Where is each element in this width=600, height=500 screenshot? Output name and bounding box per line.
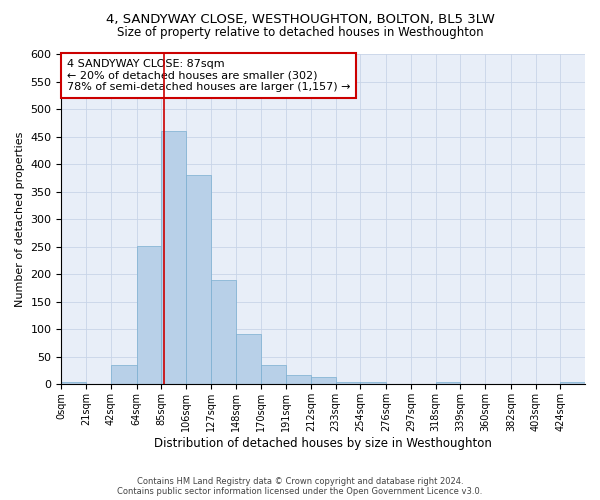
Text: 4, SANDYWAY CLOSE, WESTHOUGHTON, BOLTON, BL5 3LW: 4, SANDYWAY CLOSE, WESTHOUGHTON, BOLTON,…	[106, 12, 494, 26]
Bar	[560, 382, 585, 384]
Text: Size of property relative to detached houses in Westhoughton: Size of property relative to detached ho…	[116, 26, 484, 39]
Text: Contains HM Land Registry data © Crown copyright and database right 2024.
Contai: Contains HM Land Registry data © Crown c…	[118, 476, 482, 496]
Bar	[436, 382, 460, 384]
Bar	[286, 374, 311, 384]
Bar	[186, 175, 211, 384]
Bar	[311, 376, 335, 384]
Bar	[111, 365, 137, 384]
Text: 4 SANDYWAY CLOSE: 87sqm
← 20% of detached houses are smaller (302)
78% of semi-d: 4 SANDYWAY CLOSE: 87sqm ← 20% of detache…	[67, 59, 350, 92]
Bar	[137, 246, 161, 384]
Bar	[61, 382, 86, 384]
Y-axis label: Number of detached properties: Number of detached properties	[15, 132, 25, 307]
X-axis label: Distribution of detached houses by size in Westhoughton: Distribution of detached houses by size …	[154, 437, 492, 450]
Bar	[335, 382, 360, 384]
Bar	[161, 131, 186, 384]
Bar	[262, 365, 286, 384]
Bar	[211, 280, 236, 384]
Bar	[236, 334, 262, 384]
Bar	[360, 382, 386, 384]
